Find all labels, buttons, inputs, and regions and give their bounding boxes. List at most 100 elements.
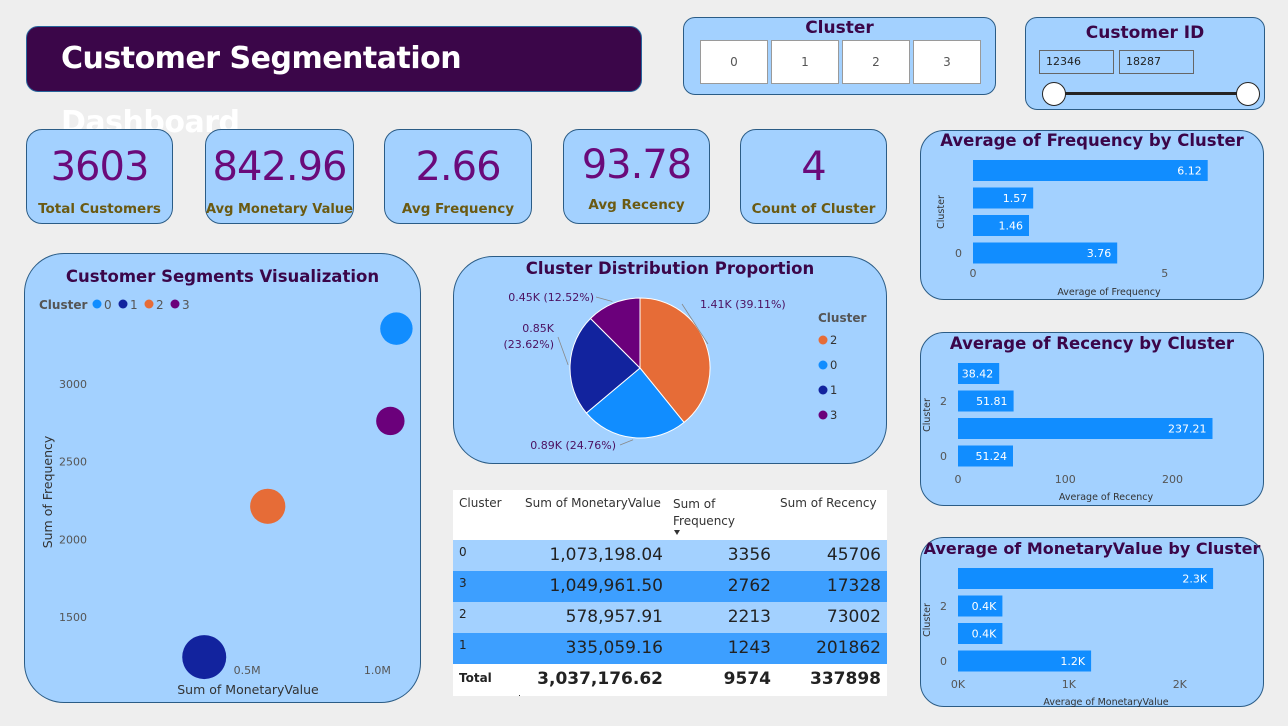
bar-x-axis-title: Average of Recency	[1059, 492, 1154, 503]
y-tick-label: 2000	[59, 533, 87, 546]
bar-value-label: 2.3K	[1182, 573, 1207, 586]
range-slider-min-handle[interactable]	[1042, 82, 1066, 106]
y-tick-label: 2500	[59, 456, 87, 469]
cluster-option-1[interactable]: 1	[771, 40, 839, 84]
sort-descending-icon[interactable]	[674, 530, 680, 535]
bar-cluster-3[interactable]	[958, 363, 1000, 384]
bar-cluster-0[interactable]	[958, 445, 1013, 467]
table-row: 1 335,059.16 1243 201862	[453, 633, 887, 664]
cell-frequency: 9574	[723, 669, 771, 689]
cell-cluster: 0	[459, 545, 467, 559]
pie-slice-cluster-1[interactable]	[569, 317, 641, 414]
bar-cluster-2[interactable]	[958, 390, 1014, 412]
bar-cluster-1[interactable]	[958, 418, 1213, 439]
cell-recency: 45706	[826, 545, 881, 565]
scatter-legend-title: Cluster	[39, 298, 87, 312]
scatter-point-cluster-2[interactable]	[250, 488, 286, 524]
legend-label-3: 3	[182, 298, 190, 312]
legend-dot-1	[118, 299, 128, 309]
table-header-row: Cluster Sum of MonetaryValue Sum of Freq…	[453, 490, 887, 540]
bar-cluster-2[interactable]	[973, 160, 1208, 181]
cell-cluster: 3	[459, 576, 467, 590]
cluster-slicer: Cluster 0 1 2 3	[683, 17, 996, 95]
pie-label-3: 0.45K (12.52%)	[508, 291, 594, 304]
bar-value-label: 3.76	[1087, 247, 1112, 260]
scatter-point-cluster-0[interactable]	[380, 312, 413, 345]
scatter-chart-panel: Customer Segments Visualization Cluster …	[24, 253, 421, 703]
x-tick-label: 1.0M	[364, 664, 391, 677]
bar-value-label: 38.42	[962, 368, 994, 381]
bar-y-axis-title: Cluster	[936, 195, 947, 229]
cell-recency: 17328	[826, 576, 881, 596]
bar-value-label: 51.81	[976, 395, 1008, 408]
bar-cluster-0[interactable]	[958, 650, 1092, 672]
pie-legend-label-3: 3	[830, 408, 837, 422]
customer-id-max-input[interactable]: 18287	[1119, 50, 1194, 74]
cluster-option-3[interactable]: 3	[913, 40, 981, 84]
cluster-slicer-title: Cluster	[805, 18, 874, 38]
customer-id-min-input[interactable]: 12346	[1039, 50, 1114, 74]
legend-dot-3	[170, 299, 180, 309]
pie-leader-line	[681, 303, 709, 345]
cell-frequency: 1243	[727, 638, 771, 658]
pie-slice-cluster-2[interactable]	[639, 297, 711, 424]
pie-legend-title: Cluster	[818, 311, 866, 325]
pie-legend-label-2: 2	[830, 333, 837, 347]
bar-value-label: 51.24	[975, 450, 1007, 463]
cell-frequency: 2762	[727, 576, 771, 596]
scatter-point-cluster-1[interactable]	[182, 635, 227, 680]
legend-label-2: 2	[156, 298, 164, 312]
cluster-summary-table: Cluster Sum of MonetaryValue Sum of Freq…	[453, 490, 887, 696]
cluster-option-2[interactable]: 2	[842, 40, 910, 84]
scatter-chart-title: Customer Segments Visualization	[65, 267, 380, 286]
bar-value-label: 6.12	[1177, 165, 1202, 178]
bar-y-axis-title: Cluster	[922, 398, 933, 432]
pie-legend-dot-2	[818, 335, 828, 345]
recency-bar-chart-title: Average of Recency by Cluster	[949, 334, 1235, 353]
bar-cluster-0[interactable]	[973, 242, 1118, 264]
recency-bar-chart-panel: Average of Recency by Cluster 38.42 51.81…	[920, 332, 1264, 506]
column-header-monetary[interactable]: Sum of MonetaryValue	[525, 496, 661, 510]
kpi-avg-monetary-value: 842.96 Avg Monetary Value	[205, 129, 354, 224]
cell-frequency: 3356	[727, 545, 771, 565]
x-tick-label: 1K	[1062, 678, 1077, 691]
frequency-bar-chart-panel: Average of Frequency by Cluster 6.12 1.57…	[920, 130, 1264, 300]
kpi-value: 4	[801, 144, 826, 190]
scatter-x-axis-title: Sum of MonetaryValue	[177, 682, 319, 697]
x-tick-label: 5	[1161, 267, 1168, 280]
range-slider-max-handle[interactable]	[1236, 82, 1260, 106]
pie-label-2: 1.41K (39.11%)	[700, 298, 786, 311]
x-tick-label: 200	[1162, 473, 1183, 486]
bar-cluster-3[interactable]	[958, 568, 1214, 589]
legend-dot-0	[92, 299, 102, 309]
scatter-point-cluster-3[interactable]	[376, 406, 405, 436]
bar-cluster-1[interactable]	[958, 623, 1003, 644]
scatter-y-axis-title: Sum of Frequency	[40, 435, 55, 548]
bar-cluster-1[interactable]	[973, 187, 1034, 209]
column-header-cluster[interactable]: Cluster	[459, 496, 502, 510]
pie-slice-cluster-3[interactable]	[589, 297, 641, 370]
kpi-value: 3603	[50, 144, 150, 190]
range-slider-track[interactable]	[1054, 92, 1250, 95]
pie-chart-title: Cluster Distribution Proportion	[525, 259, 815, 278]
bar-category-label: 0	[940, 450, 947, 463]
table-row: 0 1,073,198.04 3356 45706	[453, 540, 887, 571]
pie-slice-cluster-0[interactable]	[585, 367, 685, 439]
kpi-label: Avg Monetary Value	[206, 202, 353, 217]
x-tick-label: 0	[970, 267, 977, 280]
x-tick-label: 2K	[1173, 678, 1188, 691]
table-row: 2 578,957.91 2213 73002	[453, 602, 887, 633]
bar-cluster-2[interactable]	[958, 595, 1003, 617]
x-tick-label: 0	[955, 473, 962, 486]
recency-bar-chart: 38.42 51.81 2 237.21 51.24 00 100 200 Average of…	[922, 363, 1213, 503]
column-header-recency[interactable]: Sum of Recency	[780, 496, 877, 510]
bar-category-label: 2	[940, 395, 947, 408]
legend-label-0: 0	[104, 298, 112, 312]
bar-cluster-3[interactable]	[973, 215, 1029, 236]
y-tick-label: 1500	[59, 611, 87, 624]
column-header-frequency[interactable]: Sum of Frequency	[673, 497, 735, 528]
pie-label-1-line1: 0.85K	[522, 322, 554, 335]
bar-x-axis-title: Average of MonetaryValue	[1043, 697, 1168, 708]
x-tick-label: 0.5M	[234, 664, 261, 677]
cluster-option-0[interactable]: 0	[700, 40, 768, 84]
